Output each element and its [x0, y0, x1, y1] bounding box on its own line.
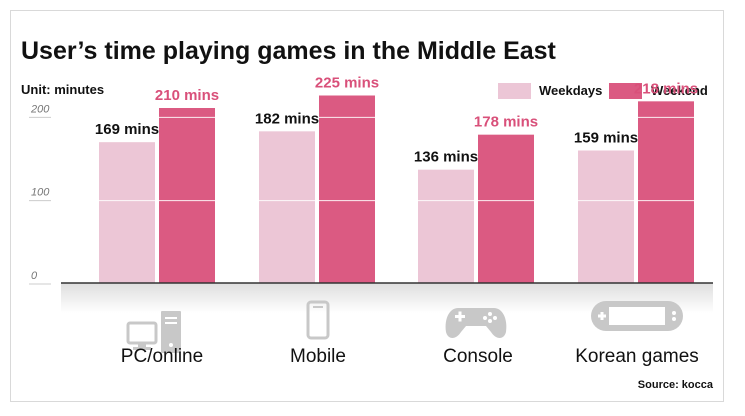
category-label-1: Mobile	[290, 346, 346, 367]
handheld-console-icon	[591, 301, 683, 331]
legend-label-weekdays: Weekdays	[539, 83, 602, 98]
bar-weekdays-2	[418, 169, 474, 283]
data-label-weekend-0: 210 mins	[155, 87, 219, 104]
y-tick-label: 0	[31, 270, 38, 282]
bar-weekdays-0	[99, 142, 155, 283]
legend-swatch-weekdays	[498, 83, 531, 99]
data-labels: 169 mins 210 mins 182 mins 225 mins 136 mins…	[95, 75, 698, 166]
y-tick-label: 100	[31, 187, 50, 199]
chart-canvas: User’s time playing games in the Middle …	[21, 37, 714, 391]
y-tick-label: 200	[30, 103, 50, 115]
legend-swatch-weekend	[609, 83, 642, 99]
smartphone-icon	[306, 300, 330, 340]
desktop-computer-icon	[126, 311, 181, 353]
bar-weekend-2	[478, 134, 534, 283]
category-label-0: PC/online	[121, 346, 203, 367]
y-axis: 0 100 200	[29, 103, 51, 285]
data-label-weekend-1: 225 mins	[315, 75, 379, 92]
bar-weekdays-3	[578, 150, 634, 283]
chart-frame: User’s time playing games in the Middle …	[10, 10, 724, 402]
bar-weekend-0	[159, 108, 215, 283]
bar-weekdays-1	[259, 131, 315, 283]
unit-label: Unit: minutes	[21, 82, 104, 97]
data-label-weekdays-3: 159 mins	[574, 130, 638, 147]
data-label-weekdays-2: 136 mins	[414, 149, 478, 166]
gamepad-icon	[445, 308, 507, 338]
data-label-weekdays-1: 182 mins	[255, 110, 319, 127]
bar-weekend-3	[638, 101, 694, 283]
category-label-2: Console	[443, 346, 513, 367]
source-note: Source: kocca	[638, 379, 714, 391]
category-labels: PC/online Mobile Console Korean games	[121, 346, 699, 367]
gridlines	[61, 116, 713, 202]
chart-title: User’s time playing games in the Middle …	[21, 37, 557, 65]
data-label-weekend-2: 178 mins	[474, 114, 538, 131]
data-label-weekend-3: 218 mins	[634, 80, 698, 97]
bar-weekend-1	[319, 95, 375, 283]
bars	[99, 95, 694, 283]
category-label-3: Korean games	[575, 346, 699, 367]
legend-label-weekend: Weekend	[651, 83, 708, 98]
data-label-weekdays-0: 169 mins	[95, 121, 159, 138]
